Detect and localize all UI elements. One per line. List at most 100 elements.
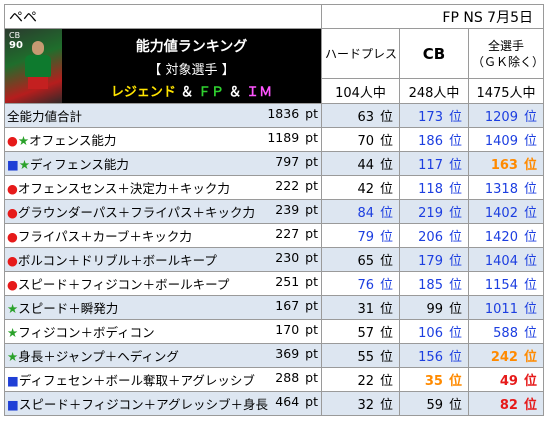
rank-cell-r1: 63 位 [321, 103, 400, 128]
rank-value: 588 [493, 326, 518, 341]
row-label-text: オフェンスセンス＋決定力＋キック力 [17, 181, 230, 196]
rank-value: 35 [424, 374, 443, 389]
column-header-all: 全選手 （ＧＫ除く） [468, 28, 544, 79]
row-label: ■ディフェセン＋ボール奪取＋アグレッシブ 288 pt [4, 367, 322, 392]
rank-unit: 位 [379, 278, 393, 293]
rank-value: 156 [418, 350, 443, 365]
pt-unit: pt [305, 250, 318, 265]
star-icon: ★ [7, 301, 19, 316]
rank-unit: 位 [523, 206, 537, 221]
row-label: ■スピード＋フィジコン＋アグレッシブ＋身長 464 pt [4, 391, 322, 416]
circle-icon: ● [7, 205, 18, 220]
rank-cell-r1: 44 位 [321, 151, 400, 176]
row-label: 全能力値合計 1836 pt [4, 103, 322, 128]
rank-cell-r2: 219 位 [399, 199, 469, 224]
pt-unit: pt [305, 322, 318, 337]
table-row: ●★オフェンス能力 1189 pt 70 位 186 位 1409 位 [4, 127, 544, 152]
rank-cell-r2: 59 位 [399, 391, 469, 416]
pt-unit: pt [305, 370, 318, 385]
rank-unit: 位 [523, 230, 537, 245]
category-amp: ＆ [228, 85, 242, 100]
rank-cell-r1: 31 位 [321, 295, 400, 320]
pt-unit: pt [305, 154, 318, 169]
row-points: 167 [275, 298, 300, 313]
row-label: ★スピード＋瞬発力 167 pt [4, 295, 322, 320]
rank-value: 173 [418, 110, 443, 125]
rank-cell-r2: 173 位 [399, 103, 469, 128]
row-label: ●スピード＋フィジコン＋ボールキープ 251 pt [4, 271, 322, 296]
rank-unit: 位 [523, 374, 537, 389]
rank-cell-r3: 1402 位 [468, 199, 544, 224]
row-label: ■★ディフェンス能力 797 pt [4, 151, 322, 176]
rank-unit: 位 [448, 158, 462, 173]
ranking-table: ペペ FP NS 7月5日 CB 90 能力値ランキング 【 対象選手 】 レジ… [4, 4, 544, 416]
rank-unit: 位 [523, 350, 537, 365]
rank-value: 1209 [484, 110, 518, 125]
category-fp: ＦＰ [197, 85, 224, 100]
rank-value: 242 [490, 350, 518, 365]
date-label: FP NS 7月5日 [321, 4, 544, 29]
rank-cell-r2: 106 位 [399, 319, 469, 344]
rank-value: 186 [418, 134, 443, 149]
rank-value: 1318 [484, 182, 518, 197]
row-label-text: スピード＋フィジコン＋ボールキープ [17, 277, 230, 292]
table-row: ■ディフェセン＋ボール奪取＋アグレッシブ 288 pt 22 位 35 位 49 位 [4, 367, 544, 392]
row-label: ●ボルコン＋ドリブル＋ボールキープ 230 pt [4, 247, 322, 272]
circle-icon: ● [7, 181, 18, 196]
rank-cell-r2: 156 位 [399, 343, 469, 368]
rank-value: 1409 [484, 134, 518, 149]
rank-value: 106 [418, 326, 443, 341]
rank-unit: 位 [379, 206, 393, 221]
rank-unit: 位 [448, 398, 462, 413]
table-row: ●ボルコン＋ドリブル＋ボールキープ 230 pt 65 位 179 位 1404 位 [4, 247, 544, 272]
rank-unit: 位 [379, 254, 393, 269]
card-position: CB [9, 31, 21, 40]
row-points: 239 [275, 202, 300, 217]
rank-value: 65 [357, 254, 374, 269]
row-label-text: ディフェンス能力 [30, 157, 129, 172]
rank-unit: 位 [523, 182, 537, 197]
table-row: ■スピード＋フィジコン＋アグレッシブ＋身長 464 pt 32 位 59 位 82 位 [4, 391, 544, 416]
row-label-text: フィジコン＋ボディコン [18, 325, 155, 340]
row-points: 1189 [267, 130, 300, 145]
rank-value: 84 [357, 206, 374, 221]
rank-unit: 位 [448, 302, 462, 317]
row-label-text: フライパス＋カーブ＋キック力 [17, 229, 192, 244]
player-figure [25, 41, 51, 101]
row-points: 170 [275, 322, 300, 337]
circle-icon: ● [7, 253, 18, 268]
pt-unit: pt [305, 226, 318, 241]
rank-value: 82 [499, 398, 518, 413]
table-row: ★スピード＋瞬発力 167 pt 31 位 99 位 1011 位 [4, 295, 544, 320]
pt-unit: pt [305, 130, 318, 145]
pt-unit: pt [305, 298, 318, 313]
rank-cell-r3: 1409 位 [468, 127, 544, 152]
rank-unit: 位 [448, 134, 462, 149]
rank-unit: 位 [448, 230, 462, 245]
rank-cell-r3: 163 位 [468, 151, 544, 176]
rank-cell-r2: 99 位 [399, 295, 469, 320]
row-points: 797 [275, 154, 300, 169]
rank-cell-r3: 588 位 [468, 319, 544, 344]
row-points: 288 [275, 370, 300, 385]
circle-icon: ● [7, 277, 18, 292]
rank-unit: 位 [448, 326, 462, 341]
category-legend: レジェンド [110, 85, 176, 100]
star-icon: ★ [7, 349, 19, 364]
rank-unit: 位 [448, 350, 462, 365]
row-points: 1836 [267, 106, 300, 121]
table-row: ■★ディフェンス能力 797 pt 44 位 117 位 163 位 [4, 151, 544, 176]
target-categories: レジェンド ＆ ＦＰ ＆ ＩＭ [62, 81, 321, 100]
table-row: ★フィジコン＋ボディコン 170 pt 57 位 106 位 588 位 [4, 319, 544, 344]
rank-unit: 位 [523, 398, 537, 413]
rank-value: 32 [357, 398, 374, 413]
rank-unit: 位 [379, 302, 393, 317]
rank-cell-r1: 55 位 [321, 343, 400, 368]
rank-unit: 位 [379, 374, 393, 389]
row-label-text: スピード＋瞬発力 [18, 301, 119, 316]
rank-unit: 位 [523, 110, 537, 125]
table-row: ●フライパス＋カーブ＋キック力 227 pt 79 位 206 位 1420 位 [4, 223, 544, 248]
rank-value: 44 [357, 158, 374, 173]
pt-unit: pt [305, 202, 318, 217]
rank-value: 57 [357, 326, 374, 341]
